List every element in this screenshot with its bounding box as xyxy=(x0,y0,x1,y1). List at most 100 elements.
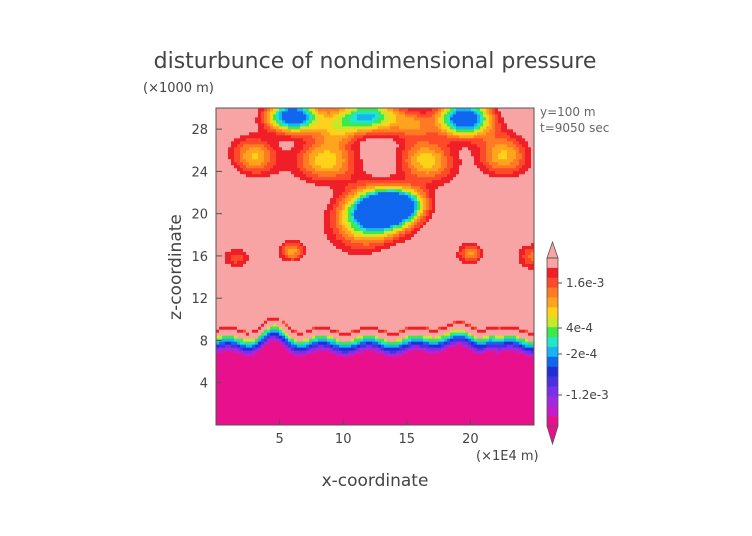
heatmap-cell xyxy=(222,350,226,354)
heatmap-cell xyxy=(411,359,415,363)
heatmap-cell xyxy=(519,326,523,330)
heatmap-cell xyxy=(375,365,379,369)
heatmap-cell xyxy=(396,419,400,423)
heatmap-cell xyxy=(243,413,247,417)
heatmap-cell xyxy=(354,389,358,393)
heatmap-cell xyxy=(231,380,235,384)
heatmap-cell xyxy=(420,335,424,339)
heatmap-cell xyxy=(372,377,376,381)
heatmap-cell xyxy=(378,365,382,369)
heatmap-cell xyxy=(411,326,415,330)
heatmap-cell xyxy=(369,368,373,372)
heatmap-cell xyxy=(318,317,322,321)
heatmap-cell xyxy=(378,317,382,321)
heatmap-cell xyxy=(513,290,517,294)
heatmap-cell xyxy=(441,338,445,342)
heatmap-cell xyxy=(411,398,415,402)
heatmap-cell xyxy=(315,326,319,330)
heatmap-cell xyxy=(396,398,400,402)
heatmap-cell xyxy=(411,356,415,360)
heatmap-cell xyxy=(228,308,232,312)
heatmap-cell xyxy=(321,416,325,420)
heatmap-cell xyxy=(351,302,355,306)
heatmap-cell xyxy=(426,323,430,327)
heatmap-cell xyxy=(309,311,313,315)
heatmap-cell xyxy=(465,287,469,291)
heatmap-cell xyxy=(495,296,499,300)
heatmap-cell xyxy=(450,341,454,345)
heatmap-cell xyxy=(291,326,295,330)
heatmap-cell xyxy=(369,284,373,288)
heatmap-cell xyxy=(249,338,253,342)
heatmap-cell xyxy=(363,374,367,378)
heatmap-cell xyxy=(522,359,526,363)
heatmap-cell xyxy=(243,293,247,297)
heatmap-cell xyxy=(348,416,352,420)
heatmap-cell xyxy=(222,344,226,348)
heatmap-cell xyxy=(474,308,478,312)
heatmap-cell xyxy=(468,404,472,408)
heatmap-cell xyxy=(507,416,511,420)
heatmap-cell xyxy=(312,359,316,363)
heatmap-cell xyxy=(357,422,361,426)
heatmap-cell xyxy=(456,380,460,384)
heatmap-cell xyxy=(363,398,367,402)
heatmap-cell xyxy=(498,377,502,381)
heatmap-cell xyxy=(255,350,259,354)
heatmap-cell xyxy=(303,371,307,375)
heatmap-cell xyxy=(453,347,457,351)
heatmap-cell xyxy=(255,302,259,306)
heatmap-cell xyxy=(495,323,499,327)
heatmap-cell xyxy=(309,377,313,381)
heatmap-cell xyxy=(309,287,313,291)
heatmap-cell xyxy=(390,389,394,393)
heatmap-cell xyxy=(489,389,493,393)
heatmap-cell xyxy=(462,383,466,387)
heatmap-cell xyxy=(450,407,454,411)
heatmap-cell xyxy=(324,410,328,414)
heatmap-cell xyxy=(324,401,328,405)
heatmap-cell xyxy=(345,320,349,324)
heatmap-cell xyxy=(273,359,277,363)
heatmap-cell xyxy=(285,392,289,396)
heatmap-cell xyxy=(237,341,241,345)
heatmap-cell xyxy=(252,329,256,333)
heatmap-cell xyxy=(402,290,406,294)
heatmap-cell xyxy=(342,359,346,363)
heatmap-cell xyxy=(471,308,475,312)
heatmap-cell xyxy=(246,377,250,381)
heatmap-cell xyxy=(462,386,466,390)
heatmap-cell xyxy=(417,374,421,378)
heatmap-cell xyxy=(522,365,526,369)
heatmap-cell xyxy=(324,407,328,411)
heatmap-cell xyxy=(489,386,493,390)
heatmap-cell xyxy=(492,302,496,306)
heatmap-cell xyxy=(480,293,484,297)
heatmap-cell xyxy=(324,419,328,423)
heatmap-cell xyxy=(417,311,421,315)
heatmap-cell xyxy=(531,368,535,372)
heatmap-cell xyxy=(453,338,457,342)
heatmap-cell xyxy=(399,284,403,288)
heatmap-cell xyxy=(456,329,460,333)
heatmap-cell xyxy=(474,326,478,330)
heatmap-cell xyxy=(273,299,277,303)
heatmap-cell xyxy=(450,371,454,375)
heatmap-cell xyxy=(480,332,484,336)
heatmap-cell xyxy=(441,332,445,336)
heatmap-cell xyxy=(219,356,223,360)
heatmap-cell xyxy=(264,392,268,396)
heatmap-cell xyxy=(369,359,373,363)
heatmap-cell xyxy=(375,290,379,294)
heatmap-cell xyxy=(450,299,454,303)
heatmap-cell xyxy=(318,287,322,291)
heatmap-cell xyxy=(345,353,349,357)
heatmap-cell xyxy=(390,395,394,399)
heatmap-cell xyxy=(408,299,412,303)
heatmap-cell xyxy=(321,311,325,315)
heatmap-cell xyxy=(237,323,241,327)
heatmap-cell xyxy=(336,377,340,381)
heatmap-cell xyxy=(321,326,325,330)
heatmap-cell xyxy=(297,407,301,411)
heatmap-cell xyxy=(390,335,394,339)
